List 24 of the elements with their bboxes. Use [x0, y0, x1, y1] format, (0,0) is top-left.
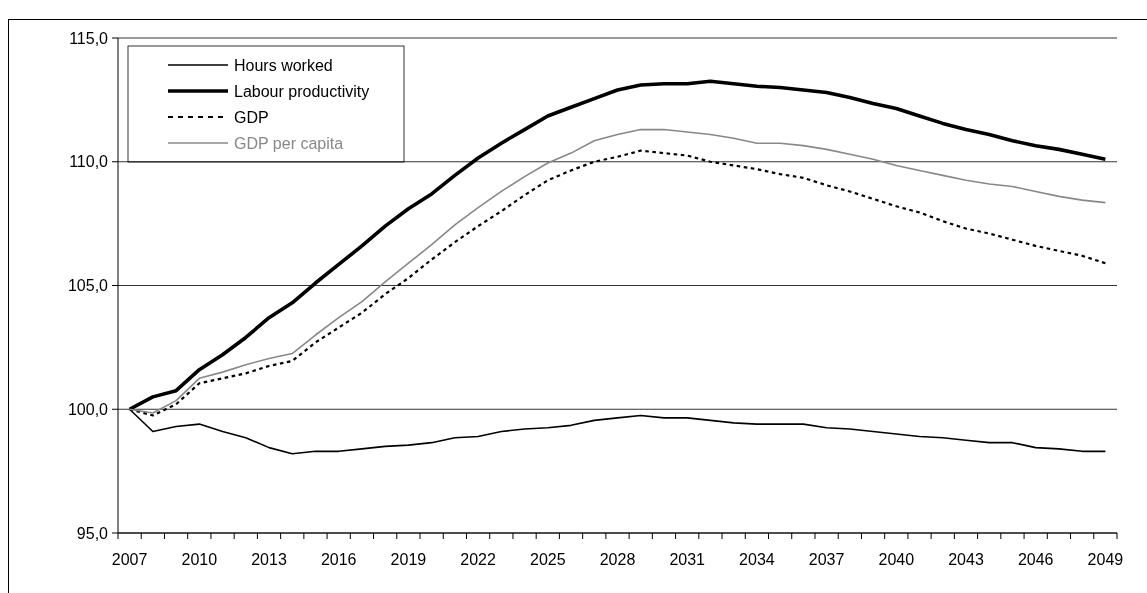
- x-tick-label: 2037: [808, 551, 845, 568]
- x-tick-label: 2034: [739, 551, 775, 568]
- x-tick-label: 2019: [390, 551, 427, 568]
- x-tick-label: 2016: [320, 551, 357, 568]
- x-tick-label: 2025: [530, 551, 566, 568]
- x-tick-label: 2028: [599, 551, 636, 568]
- x-tick-label: 2040: [878, 551, 915, 568]
- y-tick-label: 95,0: [76, 524, 109, 542]
- x-tick-label: 2010: [181, 551, 218, 568]
- y-tick-label: 105,0: [67, 277, 109, 295]
- legend-label: Hours worked: [234, 56, 333, 74]
- x-tick-label: 2022: [460, 551, 496, 568]
- x-tick-label: 2013: [251, 551, 287, 568]
- x-tick-label: 2007: [111, 551, 148, 568]
- x-tick-label: 2031: [669, 551, 706, 568]
- y-tick-label: 110,0: [69, 153, 109, 171]
- y-tick-label: 115,0: [69, 29, 109, 47]
- x-tick-label: 2043: [948, 551, 984, 568]
- x-tick-label: 2046: [1017, 551, 1054, 568]
- legend-label: Labour productivity: [234, 82, 370, 100]
- legend-label: GDP: [234, 108, 269, 126]
- x-tick-label: 2049: [1087, 551, 1124, 568]
- y-tick-label: 100,0: [67, 400, 109, 418]
- legend-label: GDP per capita: [234, 134, 344, 152]
